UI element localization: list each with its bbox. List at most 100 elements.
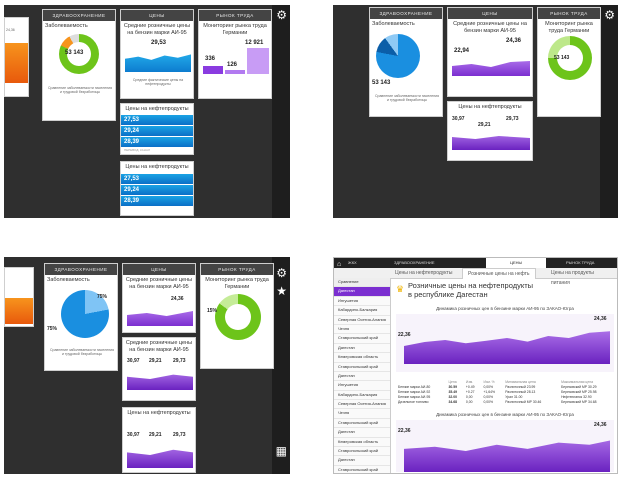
health-title: Заболеваемость xyxy=(372,21,415,27)
screenshot-bottom-left: ⚙ ★ ▦ Здравоохранение Заболеваемость 75%… xyxy=(4,257,290,474)
sub-tabs: Цены на нефтепродукты Розничные цены на … xyxy=(334,268,617,286)
labor-card[interactable]: Рынок труда Мониторинг рынка труда Герма… xyxy=(537,7,601,117)
labor-card[interactable]: Рынок труда Мониторинг рынка труда Герма… xyxy=(200,263,274,369)
region-item[interactable]: Ингушетия xyxy=(334,297,390,307)
fuel-row-5: 29,24 xyxy=(121,185,193,195)
table-cell: Урал 31.00 xyxy=(505,395,523,399)
fuel-row-2: 29,24 xyxy=(121,126,193,136)
table-cell: Березовский МР 34.68 xyxy=(561,400,597,404)
region-item[interactable]: Ставропольский край xyxy=(334,466,390,473)
region-item[interactable]: Чечня xyxy=(334,325,390,335)
health-pct-1: 75% xyxy=(97,294,108,300)
region-item[interactable]: Ставропольский край xyxy=(334,334,390,344)
health-card[interactable]: Здравоохранение Заболеваемость 53 143 Ср… xyxy=(42,9,116,121)
labor-card[interactable]: Рынок труда Мониторинг рынка труда Герма… xyxy=(198,9,272,99)
table-cell: 0,00% xyxy=(483,395,494,399)
table-cell: 32.00 xyxy=(448,395,458,399)
gear-icon[interactable]: ⚙ xyxy=(276,266,287,280)
labor-v1: 12 921 xyxy=(245,40,264,46)
subtab-retail[interactable]: Розничные цены на нефть xyxy=(462,268,536,279)
health-note: Сравнение заболеваемости населения и тру… xyxy=(48,86,112,94)
fuel-val-4: 30,97 xyxy=(127,432,140,438)
subtab-oil[interactable]: Цены на нефтепродукты xyxy=(395,270,453,276)
subtab-food[interactable]: Цены на продукты питания xyxy=(551,270,594,286)
fuel-chart-2 xyxy=(127,449,193,468)
fuel-chart xyxy=(452,136,530,150)
table-cell: +0.49 xyxy=(465,385,475,389)
donut-hole xyxy=(225,304,251,330)
region-item[interactable]: Чечня xyxy=(334,409,390,419)
region-item[interactable]: Дагестан xyxy=(334,456,390,466)
fuel-val-3: 29,73 xyxy=(506,116,519,122)
region-item[interactable]: Кабардино-Балкария xyxy=(334,391,390,401)
table-cell: Разлиточный 23.99 xyxy=(505,385,536,389)
detail-title: Розничные цены на нефтепродукты в респуб… xyxy=(408,281,534,299)
tab-health[interactable]: Здравоохранение xyxy=(394,260,435,265)
labor-title: Мониторинг рынка труда Германии xyxy=(545,21,593,34)
table-cell: Бензин марки АИ-80 xyxy=(398,385,431,389)
region-item[interactable]: Дагестан xyxy=(334,344,390,354)
region-item[interactable]: Северная Осетия-Алания xyxy=(334,316,390,325)
health-card[interactable]: Здравоохранение Заболеваемость 75% 75% С… xyxy=(44,263,118,371)
fuel-card-1[interactable]: Цены на нефтепродукты 27,53 29,24 28,39 … xyxy=(120,103,194,155)
home-icon[interactable]: ⌂ xyxy=(337,261,342,268)
table-head-cell: Изм. % xyxy=(483,380,495,384)
table-cell: Разлиточный 28.13 xyxy=(505,390,536,394)
fuel-title-2: Цены на нефтепродукты xyxy=(125,164,189,170)
prices-card[interactable]: Цены Средние розничные цены на бензин ма… xyxy=(120,9,194,99)
card-orange-partial[interactable]: 24,36 xyxy=(4,17,29,97)
health-header: Здравоохранение xyxy=(43,10,115,21)
region-item[interactable]: Северная Осетия-Алания xyxy=(334,400,390,410)
chart-2-title: Динамика розничных цен в бензине марки А… xyxy=(436,412,574,417)
region-item[interactable]: Кабардино-Балкария xyxy=(334,306,390,316)
tab-housing[interactable]: ЖКХ xyxy=(348,260,357,265)
fuel-row-6: 28,39 xyxy=(121,196,193,206)
health-title: Заболеваемость xyxy=(45,23,88,29)
tab-prices[interactable]: Цены xyxy=(486,258,547,268)
health-card[interactable]: Здравоохранение Заболеваемость 53 143 Ср… xyxy=(369,7,443,117)
chart-1-start: 22,36 xyxy=(398,332,411,338)
table-cell: 0,00 xyxy=(465,395,473,399)
fuel-card-purple-2[interactable]: Цены на нефтепродукты 30,97 29,21 29,73 xyxy=(122,407,196,473)
table-cell: Нефтеюганск 32.90 xyxy=(561,395,592,399)
grid-icon[interactable]: ▦ xyxy=(275,444,287,458)
fuel-card-purple[interactable]: Цены на нефтепродукты 30,97 29,21 29,73 xyxy=(447,101,533,161)
region-item[interactable]: Дагестан xyxy=(334,372,390,382)
region-item[interactable]: Кемеровская область xyxy=(334,438,390,448)
fuel-val-1: 30,97 xyxy=(127,358,140,364)
region-compare[interactable]: Сравнение xyxy=(334,278,390,288)
star-icon[interactable]: ★ xyxy=(276,284,287,298)
region-item[interactable]: Ингушетия xyxy=(334,381,390,391)
prices-value-left: 22,94 xyxy=(454,48,470,54)
labor-title: Мониторинг рынка труда Германии xyxy=(203,23,267,36)
prices-header: Цены xyxy=(123,264,195,275)
fuel-chart xyxy=(127,374,193,390)
fuel-val-6: 29,73 xyxy=(173,432,186,438)
prices-header: Цены xyxy=(121,10,193,21)
fuel-val-3: 29,73 xyxy=(173,358,186,364)
tab-labor[interactable]: Рынок труда xyxy=(566,260,595,265)
gear-icon[interactable]: ⚙ xyxy=(604,8,615,22)
region-item[interactable]: Ставропольский край xyxy=(334,419,390,429)
prices-card[interactable]: Цены Средние розничные цены на бензин ма… xyxy=(122,263,196,333)
right-rail xyxy=(600,5,618,218)
region-item[interactable]: Дагестан xyxy=(334,428,390,438)
chart-1-area xyxy=(404,331,610,364)
table-head-cell: Максимальная цена xyxy=(561,380,593,384)
region-item[interactable]: Дагестан xyxy=(334,287,390,297)
table-cell: 35.49 xyxy=(448,390,458,394)
health-pie xyxy=(376,34,420,78)
region-item[interactable]: Ставропольский край xyxy=(334,447,390,457)
fuel-card-2[interactable]: Цены на нефтепродукты 27,53 29,24 28,39 xyxy=(120,161,194,216)
fuel-val-1: 30,97 xyxy=(452,116,465,122)
table-row: Бензин марки АИ-92 35.49 +0.27 +1,64% Ра… xyxy=(396,390,614,395)
gear-icon[interactable]: ⚙ xyxy=(276,8,287,22)
card-orange-partial[interactable] xyxy=(4,267,34,327)
table-row: Бензин марки АИ-80 30.59 +0.49 0,00% Раз… xyxy=(396,385,614,390)
table-head-cell: Цена xyxy=(448,380,457,384)
region-item[interactable]: Кемеровская область xyxy=(334,353,390,363)
region-item[interactable]: Ставропольский край xyxy=(334,363,390,372)
fuel-card-purple-1[interactable]: Средние розничные цены на бензин марки А… xyxy=(122,337,196,401)
prices-chart xyxy=(452,61,530,76)
prices-card[interactable]: Цены Средние розничные цены на бензин ма… xyxy=(447,7,533,97)
